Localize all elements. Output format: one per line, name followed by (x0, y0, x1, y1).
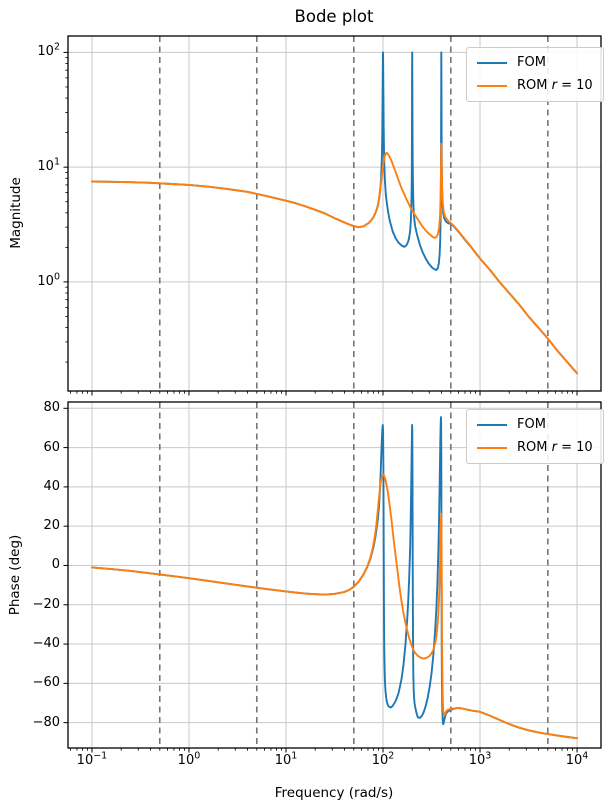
legend-line-swatch (477, 446, 507, 449)
legend-entry-fom: FOM (477, 417, 593, 432)
fom-phase-curve (91, 416, 578, 740)
legend-phase: FOM ROM r = 10 (466, 409, 604, 464)
phase-tick-label: 20 (43, 518, 60, 534)
axes-spines (67, 401, 602, 749)
legend-entry-fom: FOM (477, 55, 593, 70)
x-axis-label: Frequency (rad/s) (274, 785, 394, 801)
legend-entry-rom: ROM r = 10 (477, 78, 593, 93)
phase-tick-label: −40 (32, 636, 60, 652)
x-tick-label: 104 (565, 750, 589, 768)
phase-tick-label: 40 (43, 478, 60, 494)
phase-tick-label: 60 (43, 439, 60, 455)
phase-tick-label: 0 (51, 557, 60, 573)
axes-spines (67, 35, 602, 392)
legend-entry-label: ROM r = 10 (517, 78, 593, 93)
phase-axis-label: Phase (deg) (7, 534, 23, 616)
legend-entry-label: FOM (517, 55, 546, 70)
phase-tick-label: −20 (32, 596, 60, 612)
x-tick-label: 102 (371, 750, 395, 768)
legend-entry-label: FOM (517, 417, 546, 432)
phase-tick-label: −60 (32, 675, 60, 691)
rom-phase-curve (91, 473, 578, 740)
legend-line-swatch (477, 61, 507, 64)
magnitude-tick-label: 101 (37, 156, 60, 175)
legend-entry-label: ROM r = 10 (517, 440, 593, 455)
legend-line-swatch (477, 423, 507, 426)
figure-title: Bode plot (294, 7, 374, 26)
rom-magnitude-curve (91, 142, 578, 375)
x-tick-label: 100 (177, 750, 201, 768)
magnitude-tick-label: 100 (37, 271, 60, 289)
magnitude-axis-label: Magnitude (8, 177, 24, 249)
phase-tick-label: −80 (32, 714, 60, 730)
legend-line-swatch (477, 84, 507, 87)
x-tick-label: 103 (468, 750, 492, 768)
phase-tick-label: 80 (43, 400, 60, 416)
magnitude-tick-label: 102 (37, 42, 60, 60)
legend-entry-rom: ROM r = 10 (477, 440, 593, 455)
x-tick-label: 10−1 (76, 750, 108, 768)
legend-magnitude: FOM ROM r = 10 (466, 47, 604, 102)
x-tick-label: 101 (274, 750, 298, 768)
